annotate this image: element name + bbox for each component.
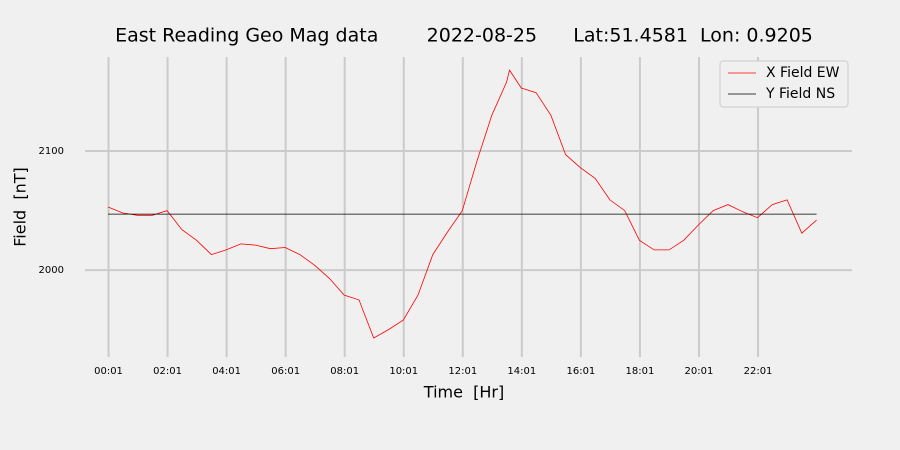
- x-tick-label: 22:01: [744, 366, 773, 377]
- x-tick-label: 20:01: [685, 366, 714, 377]
- legend: X Field EW Y Field NS: [719, 60, 849, 108]
- y-tick-label: 2100: [39, 146, 64, 157]
- x-tick-label: 04:01: [212, 366, 241, 377]
- x-tick-label: 18:01: [626, 366, 655, 377]
- y-axis-label: Field [nT]: [11, 167, 30, 247]
- y-tick-label: 2000: [39, 265, 64, 276]
- data-line: [107, 69, 817, 339]
- x-tick-label: 14:01: [507, 366, 536, 377]
- x-tick-label: 10:01: [389, 366, 418, 377]
- x-tick-label: 12:01: [448, 366, 477, 377]
- chart-title: East Reading Geo Mag data 2022-08-25 Lat…: [115, 25, 813, 47]
- x-tick-label: 06:01: [271, 366, 300, 377]
- legend-label: Y Field NS: [765, 86, 835, 102]
- plot-area: 00:01 02:01 04:01 06:01 08:01 10:01 12:01 14:01…: [39, 57, 852, 377]
- x-tick-label: 08:01: [330, 366, 359, 377]
- legend-label: X Field EW: [766, 65, 840, 81]
- x-tick-label: 16:01: [566, 366, 595, 377]
- x-axis-label: Time [Hr]: [423, 383, 504, 402]
- legend-box: [719, 60, 849, 108]
- x-tick-label: 00:01: [94, 366, 123, 377]
- x-tick-label: 02:01: [153, 366, 182, 377]
